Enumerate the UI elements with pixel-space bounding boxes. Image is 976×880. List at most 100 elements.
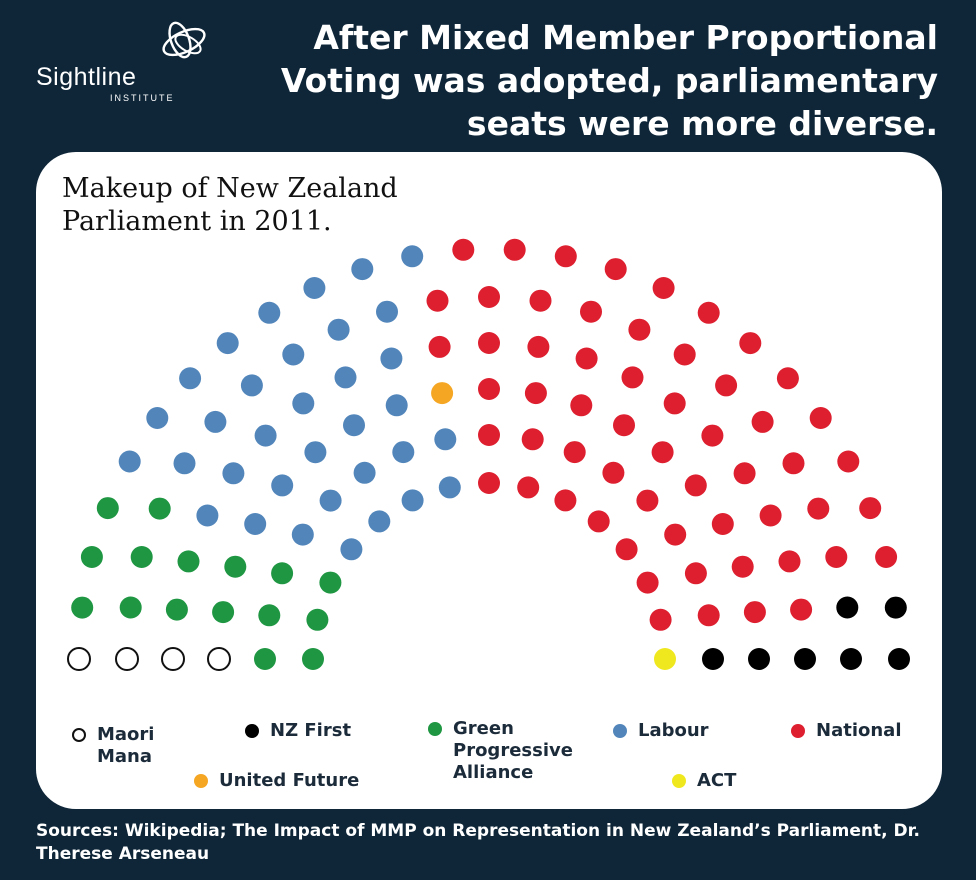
chart-title: Makeup of New Zealand Parliament in 2011…	[62, 173, 398, 237]
seat-labour	[146, 407, 169, 429]
seat-labour	[216, 332, 239, 355]
seat-labour	[222, 462, 245, 485]
seat-labour	[271, 474, 294, 497]
legend-label: United Future	[219, 770, 360, 791]
seat-labour	[343, 414, 365, 437]
seat-labour	[258, 301, 281, 324]
seat-national	[751, 410, 774, 433]
seat-national	[570, 394, 593, 417]
seat-national	[554, 489, 577, 512]
seat-national	[733, 462, 756, 485]
seat-national	[778, 550, 801, 573]
legend-item-national: National	[791, 720, 901, 742]
seat-labour	[173, 452, 196, 475]
seat-labour	[368, 510, 391, 533]
seat-green-progressive-alliance	[212, 601, 235, 624]
seat-maori-mana	[207, 647, 231, 671]
seat-national	[615, 538, 638, 561]
seat-labour	[179, 367, 202, 390]
seat-maori-mana	[67, 647, 91, 671]
seat-national	[739, 332, 762, 355]
seat-national	[663, 392, 686, 415]
seat-national	[859, 497, 882, 520]
legend-item-act: ACT	[672, 770, 736, 792]
seat-labour	[392, 441, 415, 464]
seat-national	[743, 601, 766, 624]
seat-labour	[240, 374, 263, 397]
seat-national	[790, 598, 813, 621]
seat-labour	[244, 513, 267, 535]
seat-national	[517, 476, 540, 499]
seat-national	[697, 301, 720, 324]
seat-national	[563, 441, 586, 464]
seat-national	[715, 374, 738, 397]
seat-national	[426, 289, 449, 312]
seat-labour	[282, 343, 305, 366]
seat-act	[654, 648, 676, 670]
seat-green-progressive-alliance	[148, 497, 171, 520]
seat-labour	[291, 523, 314, 546]
seat-national	[452, 238, 475, 261]
seat-national	[428, 335, 451, 358]
seat-national	[478, 332, 500, 354]
legend-label: National	[816, 720, 902, 741]
seat-national	[701, 424, 724, 447]
seat-green-progressive-alliance	[119, 596, 142, 619]
seat-national	[478, 424, 500, 446]
seat-national	[478, 378, 500, 400]
headline: After Mixed Member Proportional Voting w…	[280, 18, 938, 143]
seat-labour	[292, 392, 315, 415]
seat-labour	[385, 394, 408, 417]
seat-national	[759, 504, 782, 527]
seat-labour	[334, 366, 357, 389]
seat-national	[575, 347, 598, 370]
seat-national	[776, 367, 799, 390]
seat-national	[604, 258, 627, 281]
seat-national	[613, 414, 635, 437]
seat-green-progressive-alliance	[254, 648, 276, 670]
seat-national	[621, 366, 644, 389]
seat-united-future	[431, 382, 454, 405]
legend-swatch	[245, 724, 259, 738]
seat-labour	[434, 428, 457, 451]
seat-labour	[327, 318, 350, 341]
seat-labour	[353, 461, 376, 484]
seat-national	[651, 441, 674, 464]
seat-labour	[254, 424, 277, 447]
legend-label: Maori Mana	[97, 724, 155, 767]
seat-national	[602, 461, 625, 484]
seat-labour	[340, 538, 363, 561]
seat-labour	[376, 300, 398, 323]
seat-national	[652, 277, 675, 299]
seat-nz-first	[748, 648, 770, 670]
seat-national	[673, 343, 696, 366]
seat-national	[529, 289, 552, 312]
seat-national	[782, 452, 805, 475]
seat-nz-first	[836, 596, 859, 619]
legend-swatch	[194, 774, 208, 788]
legend-swatch	[672, 774, 686, 788]
seat-national	[837, 450, 860, 473]
legend-swatch	[72, 728, 86, 742]
seat-national	[825, 546, 848, 568]
seat-national	[809, 407, 832, 429]
seat-national	[664, 523, 687, 546]
seat-labour	[196, 504, 219, 527]
seat-green-progressive-alliance	[96, 497, 119, 520]
seat-green-progressive-alliance	[302, 648, 324, 670]
legend-swatch	[613, 724, 627, 738]
chart-card: Makeup of New Zealand Parliament in 2011…	[36, 152, 942, 809]
seat-labour	[204, 410, 227, 433]
legend-swatch	[791, 724, 805, 738]
legend-label: NZ First	[270, 720, 352, 741]
seat-national	[649, 608, 672, 631]
seat-national	[554, 245, 577, 268]
seat-national	[711, 513, 734, 535]
seat-nz-first	[702, 648, 724, 670]
seat-labour	[380, 347, 403, 370]
seat-national	[684, 474, 707, 497]
seat-national	[875, 546, 898, 568]
logo-name: Sightline	[36, 63, 137, 91]
seat-labour	[438, 476, 461, 499]
legend-swatch	[428, 722, 442, 736]
